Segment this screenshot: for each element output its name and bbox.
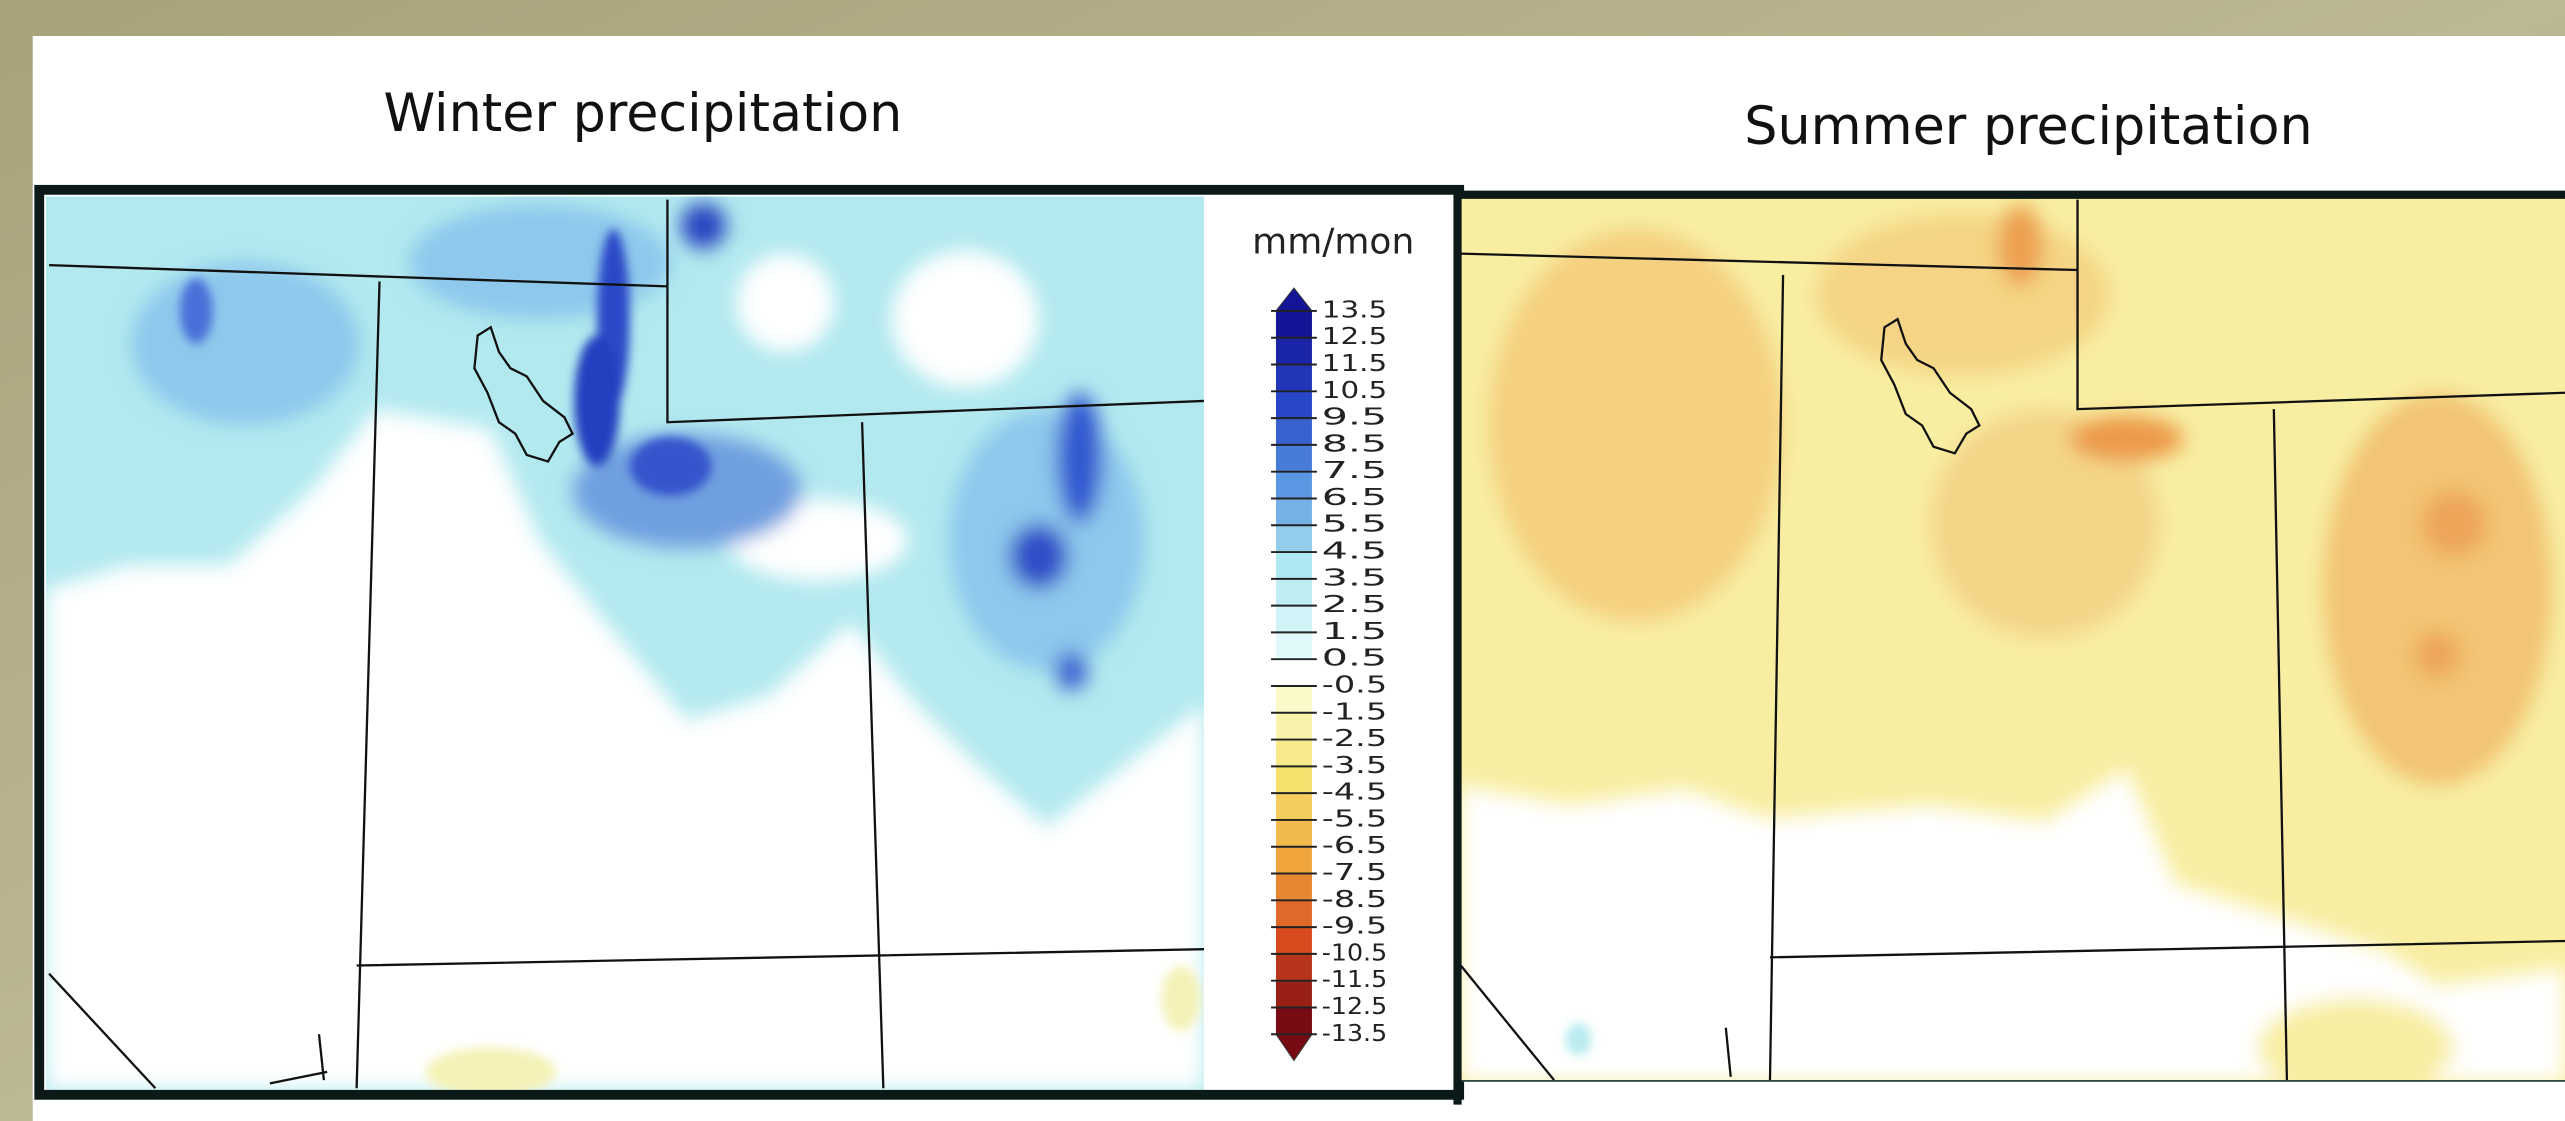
colorbar-tick-label: -5.5 xyxy=(1322,806,1387,832)
colorbar-band xyxy=(1276,311,1312,338)
colorbar-band xyxy=(1276,579,1312,606)
colorbar-band xyxy=(1276,659,1312,686)
colorbar-band xyxy=(1276,820,1312,847)
colorbar-band xyxy=(1276,552,1312,579)
colorbar-band xyxy=(1276,632,1312,659)
colorbar-tick-label: -7.5 xyxy=(1322,860,1387,886)
colorbar-band xyxy=(1276,766,1312,793)
colorbar-band xyxy=(1276,338,1312,365)
colorbar-tick-label: 7.5 xyxy=(1322,458,1387,484)
page: Winter precipitation Summer precipitatio… xyxy=(0,0,2565,1121)
colorbar-band xyxy=(1276,793,1312,820)
colorbar-tick-label: -4.5 xyxy=(1322,780,1387,806)
colorbar-band xyxy=(1276,686,1312,713)
colorbar-tick-label: 13.5 xyxy=(1322,297,1387,323)
panel-title: Summer precipitation xyxy=(1744,96,2312,157)
colorbar-band xyxy=(1276,418,1312,445)
winter-map xyxy=(46,196,1204,1096)
colorbar-band xyxy=(1276,365,1312,392)
colorbar-tick-label: -13.5 xyxy=(1322,1021,1387,1047)
colorbar-tick-label: 11.5 xyxy=(1322,351,1387,377)
colorbar-tick-label: -2.5 xyxy=(1322,726,1387,752)
colorbar-unit: mm/mon xyxy=(1252,222,1414,263)
colorbar-band xyxy=(1276,740,1312,767)
colorbar-band xyxy=(1276,498,1312,525)
colorbar-band xyxy=(1276,525,1312,552)
colorbar-tick-label: 0.5 xyxy=(1322,646,1387,672)
colorbar-tick-label: -9.5 xyxy=(1322,914,1387,940)
colorbar-tick-label: -12.5 xyxy=(1322,994,1387,1020)
colorbar-tick-label: 9.5 xyxy=(1322,405,1387,431)
colorbar: 13.512.511.510.59.58.57.56.55.54.53.52.5… xyxy=(1271,288,1387,1060)
colorbar-band xyxy=(1276,874,1312,901)
colorbar-band xyxy=(1276,391,1312,418)
colorbar-tick-label: -8.5 xyxy=(1322,887,1387,913)
colorbar-tick-label: 5.5 xyxy=(1322,512,1387,538)
colorbar-tick-label: -0.5 xyxy=(1322,672,1387,698)
colorbar-tick-label: -3.5 xyxy=(1322,753,1387,779)
colorbar-band xyxy=(1276,445,1312,472)
figure: Winter precipitation Summer precipitatio… xyxy=(0,0,2565,1121)
panel-title: Winter precipitation xyxy=(383,83,902,144)
colorbar-tick-label: 10.5 xyxy=(1322,378,1387,404)
colorbar-band xyxy=(1276,981,1312,1008)
colorbar-tick-label: 12.5 xyxy=(1322,324,1387,350)
colorbar-band xyxy=(1276,954,1312,981)
colorbar-tick-label: -1.5 xyxy=(1322,699,1387,725)
colorbar-tick-label: -10.5 xyxy=(1322,940,1387,966)
colorbar-tick-label: -11.5 xyxy=(1322,967,1387,993)
colorbar-band xyxy=(1276,713,1312,740)
colorbar-band xyxy=(1276,927,1312,954)
summer-map xyxy=(1461,198,2565,1105)
colorbar-tick-label: 1.5 xyxy=(1322,619,1387,645)
colorbar-band xyxy=(1276,472,1312,499)
colorbar-tick-label: 8.5 xyxy=(1322,431,1387,457)
colorbar-band xyxy=(1276,847,1312,874)
colorbar-tick-label: 4.5 xyxy=(1322,539,1387,565)
colorbar-band xyxy=(1276,900,1312,927)
colorbar-tick-label: 2.5 xyxy=(1322,592,1387,618)
colorbar-tick-label: -6.5 xyxy=(1322,833,1387,859)
colorbar-band xyxy=(1276,606,1312,633)
colorbar-tick-label: 3.5 xyxy=(1322,565,1387,591)
colorbar-tick-label: 6.5 xyxy=(1322,485,1387,511)
colorbar-band xyxy=(1276,1007,1312,1034)
